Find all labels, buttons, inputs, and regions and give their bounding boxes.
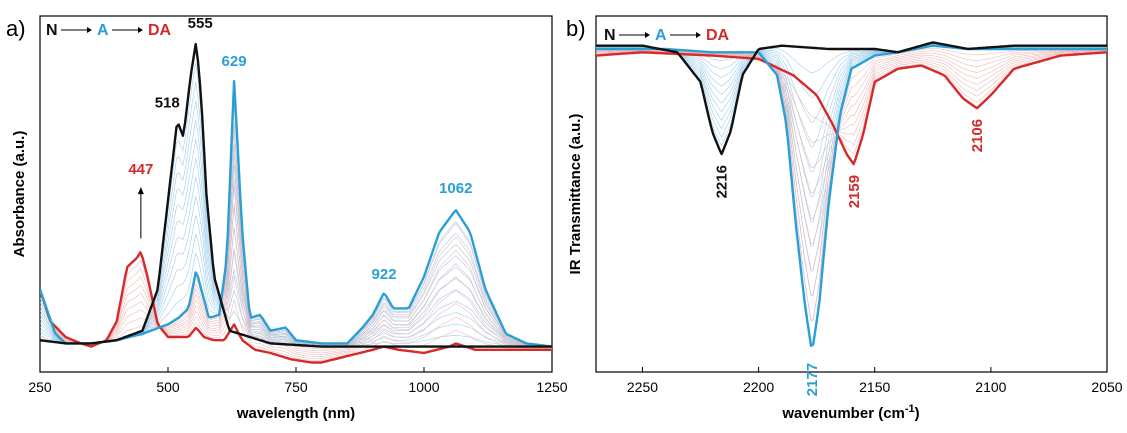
peak-label: 629 [222,53,247,70]
intermediate-spectrum-n-a [40,122,552,347]
x-tick-label: 250 [28,379,52,395]
x-tick-label: 2250 [627,379,658,395]
panel-b-ylabel: IR Transmittance (a.u.) [567,114,584,275]
intermediate-spectrum-a-da [40,268,552,359]
peak-label: 2106 [969,119,986,152]
panel-a-plot: 250 500 750 1000 1250 N A DA 518 555 629 447 922 1062 [28,15,567,395]
peak-label: 518 [155,94,180,111]
x-tick-label: 500 [156,379,180,395]
plot-area [40,42,552,364]
legend-item-n: N [46,22,58,39]
legend-item-da: DA [706,27,730,44]
panel-a-label: a) [6,16,26,41]
panel-b-xlabel-sup: -1 [905,403,915,415]
x-tick-label: 2100 [975,379,1006,395]
intermediate-spectrum-a-da [596,49,1107,296]
peak-label: 922 [372,266,397,283]
panel-b-plot: 2250 2200 2150 2100 2050 N A DA 2216 2177 2159 2106 [596,27,1123,396]
intermediate-spectrum-n-a [596,44,1107,297]
intermediate-spectrum-a-da [40,202,552,354]
intermediate-spectrum-n-a [40,63,552,347]
legend-arrow-head [138,27,143,33]
series-line-a [596,44,1107,347]
panel-a-ylabel: Absorbance (a.u.) [11,131,28,258]
panel-b-xlabel-main: wavenumber (cm [781,405,905,422]
legend-item-n: N [604,27,616,44]
legend-item-a: A [655,27,667,44]
panel-b-xlabel: wavenumber (cm-1) [781,403,919,422]
series-line-n [596,41,1107,156]
legend-arrow-head [696,32,701,38]
plot-area [596,41,1107,347]
x-tick-label: 1000 [408,379,439,395]
annotation-arrow-head [137,187,144,195]
intermediate-spectrum-n-a [40,120,552,347]
x-tick-label: 2050 [1091,379,1122,395]
x-tick-label: 2200 [743,379,774,395]
x-tick-label: 1250 [536,379,567,395]
intermediate-spectrum-a-da [40,251,552,357]
intermediate-spectrum-a-da [596,50,1107,219]
intermediate-spectrum-a-da [40,178,552,352]
peak-label: 1062 [439,180,472,197]
x-tick-label: 750 [284,379,308,395]
peak-label: 555 [188,15,213,32]
panel-b-frame [595,15,1108,373]
peak-label: 447 [128,161,153,178]
legend-arrow-head [87,27,92,33]
panel-a-xlabel: wavelength (nm) [236,405,355,422]
intermediate-spectrum-a-da [40,105,552,348]
peak-label: 2159 [846,175,863,208]
series-line-n [40,42,552,348]
intermediate-spectrum-a-da [596,50,1107,244]
intermediate-spectrum-n-a [596,44,1107,247]
intermediate-spectrum-a-da [596,50,1107,194]
series-line-da [596,51,1107,166]
panel-b-label: b) [566,16,586,41]
legend-arrow-head [645,32,650,38]
peak-label: 2177 [804,363,821,396]
panel-b-xlabel-end: ) [915,405,920,422]
legend-item-a: A [97,22,109,39]
x-tick-label: 2150 [859,379,890,395]
legend-item-da: DA [148,22,172,39]
peak-label: 2216 [713,165,730,198]
intermediate-spectrum-a-da [40,227,552,356]
